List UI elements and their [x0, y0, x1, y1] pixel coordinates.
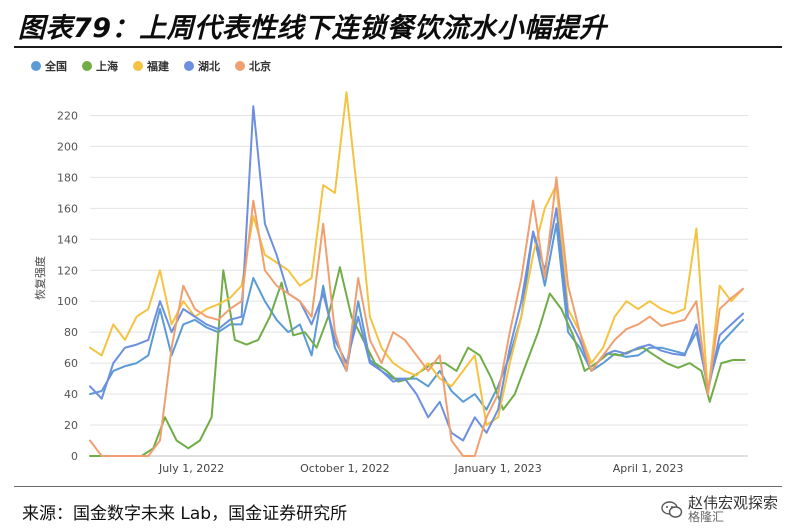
- chart-area: 0 20 40 60 80 100 120 140 160 180 200 220 July 1, 20…: [0, 48, 792, 480]
- y-tick-label: 220: [57, 109, 78, 122]
- legend-marker: [235, 61, 245, 71]
- series-line: [89, 176, 744, 457]
- y-tick-label: 200: [57, 140, 78, 153]
- y-tick-label: 80: [64, 326, 78, 339]
- y-tick-label: 140: [57, 233, 78, 246]
- series-line: [89, 105, 744, 442]
- watermark: 赵伟宏观探索 格隆汇: [661, 493, 778, 527]
- series-line: [89, 91, 744, 426]
- title-divider: [14, 46, 782, 48]
- x-tick-label: January 1, 2023: [454, 462, 542, 475]
- legend-marker: [133, 61, 143, 71]
- legend-marker: [184, 61, 194, 71]
- y-axis-label: 恢复强度: [33, 256, 47, 300]
- wechat-icon: [661, 501, 683, 518]
- y-tick-label: 40: [64, 388, 78, 401]
- y-tick-label: 180: [57, 171, 78, 184]
- x-tick-label: October 1, 2022: [300, 462, 390, 475]
- legend-marker: [31, 61, 41, 71]
- legend-label: 福建: [146, 59, 170, 73]
- line-chart: 0 20 40 60 80 100 120 140 160 180 200 220 July 1, 20…: [31, 59, 748, 475]
- legend-label: 湖北: [198, 59, 220, 73]
- x-tick-label: April 1, 2023: [613, 462, 684, 475]
- y-tick-label: 100: [57, 295, 78, 308]
- chart-title: 图表79：上周代表性线下连锁餐饮流水小幅提升: [18, 13, 607, 44]
- y-tick-label: 160: [57, 202, 78, 215]
- y-tick-label: 0: [71, 450, 78, 463]
- legend-label: 上海: [96, 59, 118, 73]
- legend-label: 全国: [44, 59, 67, 73]
- footer-divider: [14, 486, 782, 487]
- legend-label: 北京: [249, 59, 271, 73]
- watermark-subtext: 格隆汇: [687, 510, 724, 524]
- y-tick-label: 20: [64, 419, 78, 432]
- legend-marker: [82, 61, 92, 71]
- y-tick-label: 60: [64, 357, 78, 370]
- x-tick-label: July 1, 2022: [158, 462, 224, 475]
- watermark-block: 赵伟宏观探索 格隆汇: [688, 496, 778, 524]
- series-line: [89, 222, 744, 411]
- watermark-text: 赵伟宏观探索: [687, 494, 778, 512]
- source-note: 来源：国金数字未来 Lab，国金证券研究所: [22, 504, 348, 524]
- y-tick-label: 120: [57, 264, 78, 277]
